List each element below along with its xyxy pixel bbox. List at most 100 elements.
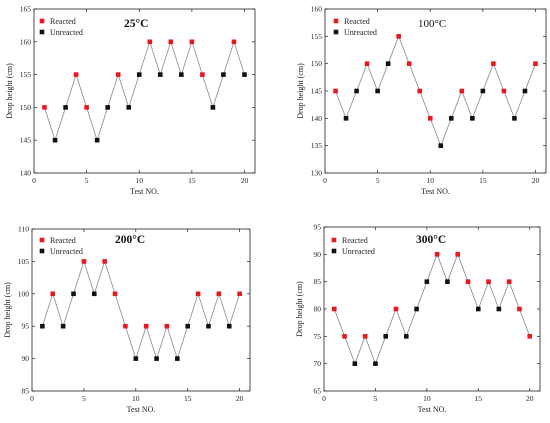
unreacted-point <box>375 88 380 94</box>
x-tick-label: 0 <box>322 394 326 403</box>
reacted-point <box>517 306 522 312</box>
reacted-point <box>459 88 465 94</box>
reacted-point <box>168 39 174 45</box>
reacted-point <box>73 72 79 77</box>
reacted-point <box>81 259 87 264</box>
reacted-point <box>434 252 440 257</box>
x-tick-label: 0 <box>30 394 34 403</box>
unreacted-point <box>475 306 481 312</box>
legend-label-unreacted: Unreacted <box>50 247 83 256</box>
unreacted-point <box>403 334 409 339</box>
legend-marker-unreacted <box>39 29 45 35</box>
y-tick-label: 95 <box>22 322 30 331</box>
y-tick-label: 130 <box>311 169 323 178</box>
reacted-point <box>164 323 170 329</box>
legend-marker-reacted <box>39 237 45 243</box>
unreacted-point <box>445 279 450 284</box>
x-tick-label: 20 <box>526 394 534 403</box>
unreacted-point <box>105 105 110 110</box>
y-tick-label: 160 <box>311 5 323 14</box>
reacted-point <box>342 334 347 339</box>
legend-label-reacted: Reacted <box>342 236 368 245</box>
y-tick-label: 155 <box>20 70 32 79</box>
reacted-point <box>115 72 121 77</box>
unreacted-point <box>94 137 100 143</box>
series-line <box>333 253 531 365</box>
series-line <box>42 260 240 360</box>
y-tick-label: 165 <box>20 5 32 14</box>
unreacted-point <box>496 306 502 312</box>
y-tick-label: 140 <box>311 114 323 123</box>
reacted-point <box>506 279 512 284</box>
unreacted-point <box>91 291 97 297</box>
reacted-point <box>123 323 128 329</box>
x-axis-label: Test NO. <box>418 405 447 414</box>
x-axis-label: Test NO. <box>127 405 156 414</box>
y-tick-label: 95 <box>314 223 322 232</box>
y-tick-label: 85 <box>314 277 322 286</box>
reacted-point <box>417 88 423 94</box>
y-axis-label: Drop height (cm) <box>295 281 304 337</box>
y-tick-label: 90 <box>314 250 322 259</box>
y-tick-label: 155 <box>311 32 323 41</box>
unreacted-point <box>206 323 211 329</box>
unreacted-point <box>512 116 517 121</box>
temperature-label: 100°C <box>418 18 446 30</box>
unreacted-point <box>242 72 247 77</box>
unreacted-point <box>60 323 66 329</box>
x-tick-label: 10 <box>135 176 143 185</box>
unreacted-point <box>385 61 391 66</box>
reacted-point <box>533 61 538 66</box>
reacted-point <box>362 334 368 339</box>
reacted-point <box>455 252 461 257</box>
unreacted-point <box>480 88 486 94</box>
unreacted-point <box>179 72 184 77</box>
reacted-point <box>112 291 118 297</box>
y-tick-label: 145 <box>311 87 323 96</box>
series-line <box>44 40 245 142</box>
temperature-label: 200°C <box>115 234 145 246</box>
legend-label-unreacted: Unreacted <box>50 28 83 37</box>
plot-frame <box>33 8 256 174</box>
series-line <box>335 35 536 147</box>
x-tick-label: 15 <box>479 176 487 185</box>
y-axis-label: Drop height (cm) <box>5 63 14 119</box>
reacted-point <box>527 334 533 339</box>
y-tick-label: 70 <box>314 359 322 368</box>
x-tick-label: 10 <box>426 176 434 185</box>
unreacted-point <box>210 105 216 110</box>
unreacted-point <box>71 291 76 297</box>
y-tick-label: 90 <box>22 354 30 363</box>
legend-marker-unreacted <box>331 248 337 254</box>
reacted-point <box>42 105 47 110</box>
legend-marker-unreacted <box>333 29 339 35</box>
y-tick-label: 65 <box>314 387 322 396</box>
unreacted-point <box>424 279 430 284</box>
x-tick-label: 15 <box>184 394 192 403</box>
legend: Reacted Unreacted <box>333 17 377 37</box>
x-tick-label: 5 <box>82 394 86 403</box>
chart-panel-4: 65 70 75 80 85 90 95 0 5 10 15 20 Test NO. Drop heigh… <box>295 223 541 414</box>
unreacted-point <box>136 72 142 77</box>
y-tick-label: 75 <box>314 332 322 341</box>
legend: Reacted Unreacted <box>331 236 375 256</box>
unreacted-point <box>373 361 378 366</box>
y-tick-label: 105 <box>18 257 30 266</box>
reacted-point <box>364 61 370 66</box>
reacted-point <box>396 34 401 39</box>
y-tick-label: 85 <box>22 387 30 396</box>
legend-label-reacted: Reacted <box>344 17 370 26</box>
reacted-point <box>491 61 496 66</box>
unreacted-point <box>414 306 419 312</box>
unreacted-point <box>52 137 58 143</box>
reacted-point <box>331 306 337 312</box>
reacted-point <box>406 61 412 66</box>
reacted-point <box>216 291 222 297</box>
x-axis-label: Test NO. <box>130 187 159 196</box>
reacted-point <box>147 39 153 45</box>
reacted-point <box>102 259 107 264</box>
reacted-point <box>237 291 242 297</box>
legend-label-reacted: Reacted <box>50 17 76 26</box>
chart-panel-1: 140 145 150 155 160 165 0 5 10 15 20 Test NO. Drop h… <box>5 5 256 196</box>
